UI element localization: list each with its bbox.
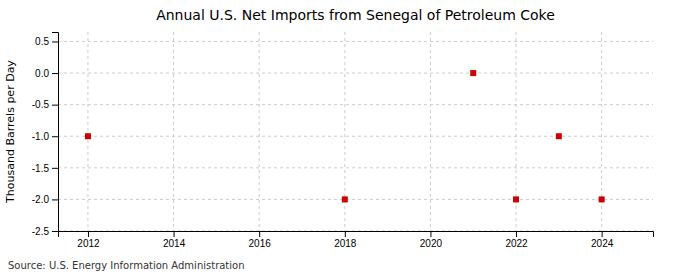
tick-mark (52, 105, 58, 106)
grid (58, 32, 653, 231)
tick: 0.0 (35, 68, 58, 79)
grid-line (173, 32, 174, 231)
point (85, 133, 91, 139)
y-axis: 0.5 0.0 -0.5 -1.0 -1.5 -2.0 -2.5 (32, 33, 59, 237)
tick: 2016 (249, 231, 272, 249)
tick-mark (52, 136, 58, 137)
grid-line (259, 32, 260, 231)
axis-line (59, 232, 654, 238)
tick-label: -1.5 (32, 163, 50, 174)
tick: 2020 (420, 231, 443, 249)
tick: 2012 (77, 231, 100, 249)
plot-area: 2012 2014 2016 2018 2020 2022 2024 0.5 0.0 -0.5 -1… (32, 32, 654, 249)
point (556, 133, 562, 139)
tick-mark (602, 231, 603, 237)
tick-label: 2016 (249, 238, 272, 249)
tick-mark (345, 231, 346, 237)
chart: 2012 2014 2016 2018 2020 2022 2024 0.5 0.0 -0.5 -1… (0, 0, 675, 275)
tick-label: 2018 (334, 238, 357, 249)
tick: -1.5 (32, 163, 58, 174)
grid-line (58, 136, 653, 137)
grid-line (58, 73, 653, 74)
tick-mark (52, 199, 58, 200)
tick: 0.5 (35, 36, 58, 47)
tick-mark (174, 231, 175, 237)
tick-mark (52, 168, 58, 169)
tick-mark (259, 231, 260, 237)
title: Annual U.S. Net Imports from Senegal of … (156, 7, 555, 23)
tick-label: 2012 (77, 238, 100, 249)
tick: -0.5 (32, 99, 58, 110)
tick-label: 0.5 (35, 36, 49, 47)
tick-label: 2020 (420, 238, 443, 249)
tick-label: 0.0 (35, 68, 49, 79)
tick-label: -0.5 (32, 99, 50, 110)
point (342, 196, 348, 202)
tick: -2.0 (32, 194, 58, 205)
grid-line (58, 104, 653, 105)
tick-mark (52, 231, 58, 232)
tick-label: 2022 (505, 238, 528, 249)
tick-label: -2.0 (32, 194, 50, 205)
grid-line (58, 41, 653, 42)
grid-line (58, 167, 653, 168)
x-axis: 2012 2014 2016 2018 2020 2022 2024 (59, 231, 654, 249)
tick-mark (516, 231, 517, 237)
point (470, 70, 476, 76)
tick: 2014 (163, 231, 186, 249)
tick-label: 2024 (591, 238, 614, 249)
tick: 2022 (505, 231, 528, 249)
tick-mark (430, 231, 431, 237)
tick-mark (52, 41, 58, 42)
axis-line (52, 33, 59, 232)
point (599, 196, 605, 202)
grid-line (58, 199, 653, 200)
tick: 2024 (591, 231, 614, 249)
points (85, 70, 605, 202)
tick-mark (88, 231, 89, 237)
grid-line (430, 32, 431, 231)
tick-label: -2.5 (32, 226, 50, 237)
source: Source: U.S. Energy Information Administ… (8, 260, 245, 271)
tick-mark (52, 73, 58, 74)
tick-label: -1.0 (32, 131, 50, 142)
y-axis-label: Thousand Barrels per Day (4, 60, 17, 204)
tick: -2.5 (32, 226, 58, 237)
tick: -1.0 (32, 131, 58, 142)
point (513, 196, 519, 202)
tick-label: 2014 (163, 238, 186, 249)
grid-line (87, 32, 88, 231)
tick: 2018 (334, 231, 357, 249)
